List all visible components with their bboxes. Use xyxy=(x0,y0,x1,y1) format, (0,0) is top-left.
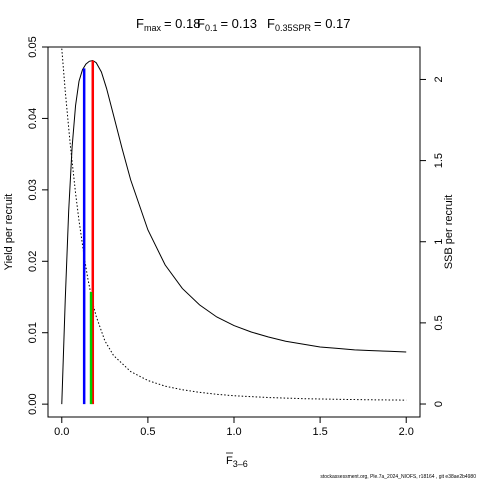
footer-credit: stockassessment.org, Ple.7a_2024_NIOFS, … xyxy=(320,474,476,480)
y-left-tick-label: 0.00 xyxy=(27,393,39,414)
yield-per-recruit-curve xyxy=(61,60,407,405)
y-right-tick-label: 1.5 xyxy=(433,153,445,168)
y-left-tick-label: 0.03 xyxy=(27,179,39,200)
y-right-tick-label: 2 xyxy=(433,76,445,82)
reference-lines xyxy=(82,60,95,405)
y-left-tick-label: 0.04 xyxy=(27,108,39,129)
y-right-tick-label: 1 xyxy=(433,239,445,245)
y-left-tick-label: 0.05 xyxy=(27,36,39,57)
x-axis-title: F3–6 xyxy=(226,452,248,469)
ssb-per-recruit-curve xyxy=(61,48,407,401)
series-layer xyxy=(61,48,407,405)
y-left-tick-label: 0.01 xyxy=(27,322,39,343)
x-tick-label: 2.0 xyxy=(399,426,414,438)
x-tick-label: 1.0 xyxy=(226,426,241,438)
y-right-tick-label: 0 xyxy=(433,401,445,407)
y-axis-left-title: Yield per recruit xyxy=(3,194,15,271)
y-right-tick-label: 0.5 xyxy=(433,315,445,330)
x-tick-label: 0.0 xyxy=(54,426,69,438)
chart-title: Fmax = 0.18 F0.1 = 0.13 F0.35SPR = 0.17 xyxy=(136,16,351,33)
y-left-tick-label: 0.02 xyxy=(27,251,39,272)
plot-frame xyxy=(47,46,421,418)
y-axis-right-title: SSB per recruit xyxy=(443,195,455,270)
x-tick-label: 1.5 xyxy=(312,426,327,438)
x-tick-label: 0.5 xyxy=(140,426,155,438)
svg-text:F3–6: F3–6 xyxy=(226,455,248,469)
axes: 0.0 0.5 1.0 1.5 2.0 0.00 0.01 0.02 0.03 0.04 0.05 0… xyxy=(27,36,445,438)
